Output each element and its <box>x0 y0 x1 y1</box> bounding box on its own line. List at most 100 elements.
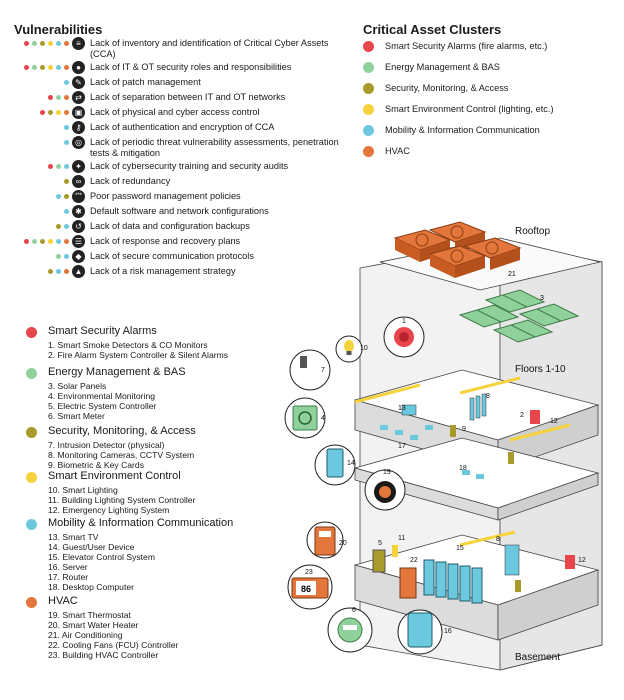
callout-3: 3 <box>540 295 544 302</box>
svg-text:1: 1 <box>402 318 406 325</box>
vulnerability-text: Lack of separation between IT and OT net… <box>90 92 286 102</box>
asset-item: 9. Biometric & Key Cards <box>48 460 144 470</box>
asset-item: 22. Cooling Fans (FCU) Controller <box>48 640 179 650</box>
asset-item: 6. Smart Meter <box>48 411 105 421</box>
asset-group-title: Security, Monitoring, & Access <box>48 425 196 437</box>
server-rack <box>469 397 475 421</box>
vulnerability-text: Lack of secure communication protocols <box>90 251 254 261</box>
cluster-dots <box>14 254 69 259</box>
svg-text:15: 15 <box>456 545 464 552</box>
risk-icon: ▲ <box>72 265 85 278</box>
vulnerability-item: ◎ Lack of periodic threat vulnerability a… <box>14 136 354 158</box>
vulnerability-item: ⚷ Lack of authentication and encryption o… <box>14 121 354 136</box>
cluster-legend-label: Energy Management & BAS <box>385 62 500 72</box>
asset-item: 15. Elevator Control System <box>48 552 155 562</box>
cluster-dots <box>14 80 69 85</box>
asset-item: 5. Electric System Controller <box>48 401 157 411</box>
asset-group-items: 19. Smart Thermostat 20. Smart Water Heat… <box>48 610 178 660</box>
vulnerability-text: Poor password management policies <box>90 191 241 201</box>
callout-21: 21 <box>508 271 516 278</box>
vulnerability-text: Lack of physical and cyber access contro… <box>90 107 260 117</box>
asset-group-items: 1. Smart Smoke Detectors & CO Monitors 2.… <box>48 340 228 360</box>
assessment-icon: ◎ <box>72 136 85 149</box>
cluster-dots <box>14 239 69 244</box>
vulnerability-item: ✦ Lack of cybersecurity training and secu… <box>14 160 354 175</box>
asset-item: 19. Smart Thermostat <box>48 610 131 620</box>
cyan-cluster-dot <box>56 65 61 70</box>
vulnerability-text: Lack of cybersecurity training and secur… <box>90 161 289 171</box>
svg-text:5: 5 <box>378 540 382 547</box>
cluster-legend-label: Smart Environment Control (lighting, etc… <box>385 104 554 114</box>
olive-cluster-dot <box>40 41 45 46</box>
vulnerability-item: ☰ Lack of response and recovery plans <box>14 235 354 250</box>
red-cluster-dot <box>48 95 53 100</box>
svg-text:2: 2 <box>520 412 524 419</box>
vulnerability-item: ⇄ Lack of separation between IT and OT ne… <box>14 91 354 106</box>
password-icon: *** <box>72 190 85 203</box>
asset-group-title: Mobility & Information Communication <box>48 517 234 529</box>
server-racks-basement <box>423 559 483 604</box>
asset-item: 23. Building HVAC Controller <box>48 650 159 660</box>
cyan-cluster-dot <box>64 254 69 259</box>
asset-item: 20. Smart Water Heater <box>48 620 139 630</box>
thermostat-reading: 86 <box>301 584 311 594</box>
vulnerability-text: Lack of periodic threat vulnerability as… <box>90 137 339 158</box>
cluster-legend-item: HVAC <box>363 145 613 159</box>
svg-text:16: 16 <box>444 628 452 635</box>
cooling-fan-controller <box>399 567 417 599</box>
olive-cluster-dot <box>64 179 69 184</box>
asset-item: 18. Desktop Computer <box>48 582 134 592</box>
svg-text:8: 8 <box>496 536 500 543</box>
cyan-cluster-dot <box>64 140 69 145</box>
orange-cluster-dot <box>64 110 69 115</box>
olive-cluster-dot <box>363 83 374 94</box>
asset-group-title: Smart Environment Control <box>48 470 181 482</box>
green-cluster-dot <box>32 65 37 70</box>
cyan-cluster-dot <box>64 125 69 130</box>
callout-numbers: 1 2 10 7 4 14 13 17 8 9 12 18 19 20 5 11… <box>305 318 586 635</box>
svg-text:11: 11 <box>398 535 405 542</box>
cluster-dots <box>14 179 69 184</box>
svg-text:8: 8 <box>486 393 490 400</box>
callout-bubbles: 86 <box>284 316 443 655</box>
asset-item: 10. Smart Lighting <box>48 485 118 495</box>
yellow-cluster-dot <box>363 104 374 115</box>
asset-item: 13. Smart TV <box>48 532 99 542</box>
olive-cluster-dot <box>48 110 53 115</box>
biometric-reader <box>450 425 456 437</box>
orange-cluster-dot <box>64 239 69 244</box>
cyan-cluster-dot <box>56 269 61 274</box>
backup-icon: ↺ <box>72 220 85 233</box>
svg-text:9: 9 <box>462 426 466 433</box>
olive-cluster-dot <box>64 194 69 199</box>
asset-item: 8. Monitoring Cameras, CCTV System <box>48 450 195 460</box>
orange-cluster-dot <box>64 95 69 100</box>
green-cluster-dot <box>32 41 37 46</box>
lighting-controller <box>392 545 398 557</box>
cyan-cluster-dot <box>64 209 69 214</box>
list-icon: ≡ <box>72 37 85 50</box>
vulnerability-text: Lack of authentication and encryption of… <box>90 122 275 132</box>
svg-text:20: 20 <box>339 540 347 547</box>
svg-text:18: 18 <box>459 465 467 472</box>
cluster-legend-item: Mobility & Information Communication <box>363 124 613 138</box>
asset-group-title: Smart Security Alarms <box>48 325 157 337</box>
svg-text:22: 22 <box>410 557 418 564</box>
vulnerability-item: ● Lack of IT & OT security roles and resp… <box>14 61 354 76</box>
vulnerability-text: Lack of inventory and identification of … <box>90 38 329 59</box>
cluster-dots <box>14 164 69 169</box>
asset-item: 1. Smart Smoke Detectors & CO Monitors <box>48 340 208 350</box>
green-cluster-dot <box>32 239 37 244</box>
cyan-cluster-dot <box>64 224 69 229</box>
asset-item: 17. Router <box>48 572 89 582</box>
asset-item: 14. Guest/User Device <box>48 542 135 552</box>
orange-cluster-dot <box>64 41 69 46</box>
cluster-legend-item: Security, Monitoring, & Access <box>363 82 613 96</box>
cyan-cluster-dot <box>64 164 69 169</box>
cluster-dots <box>14 194 69 199</box>
cluster-dots <box>14 269 69 274</box>
cluster-legend-item: Smart Environment Control (lighting, etc… <box>363 103 613 117</box>
floors-label: Floors 1-10 <box>515 364 566 375</box>
cyan-cluster-dot <box>56 239 61 244</box>
olive-cluster-dot <box>48 269 53 274</box>
